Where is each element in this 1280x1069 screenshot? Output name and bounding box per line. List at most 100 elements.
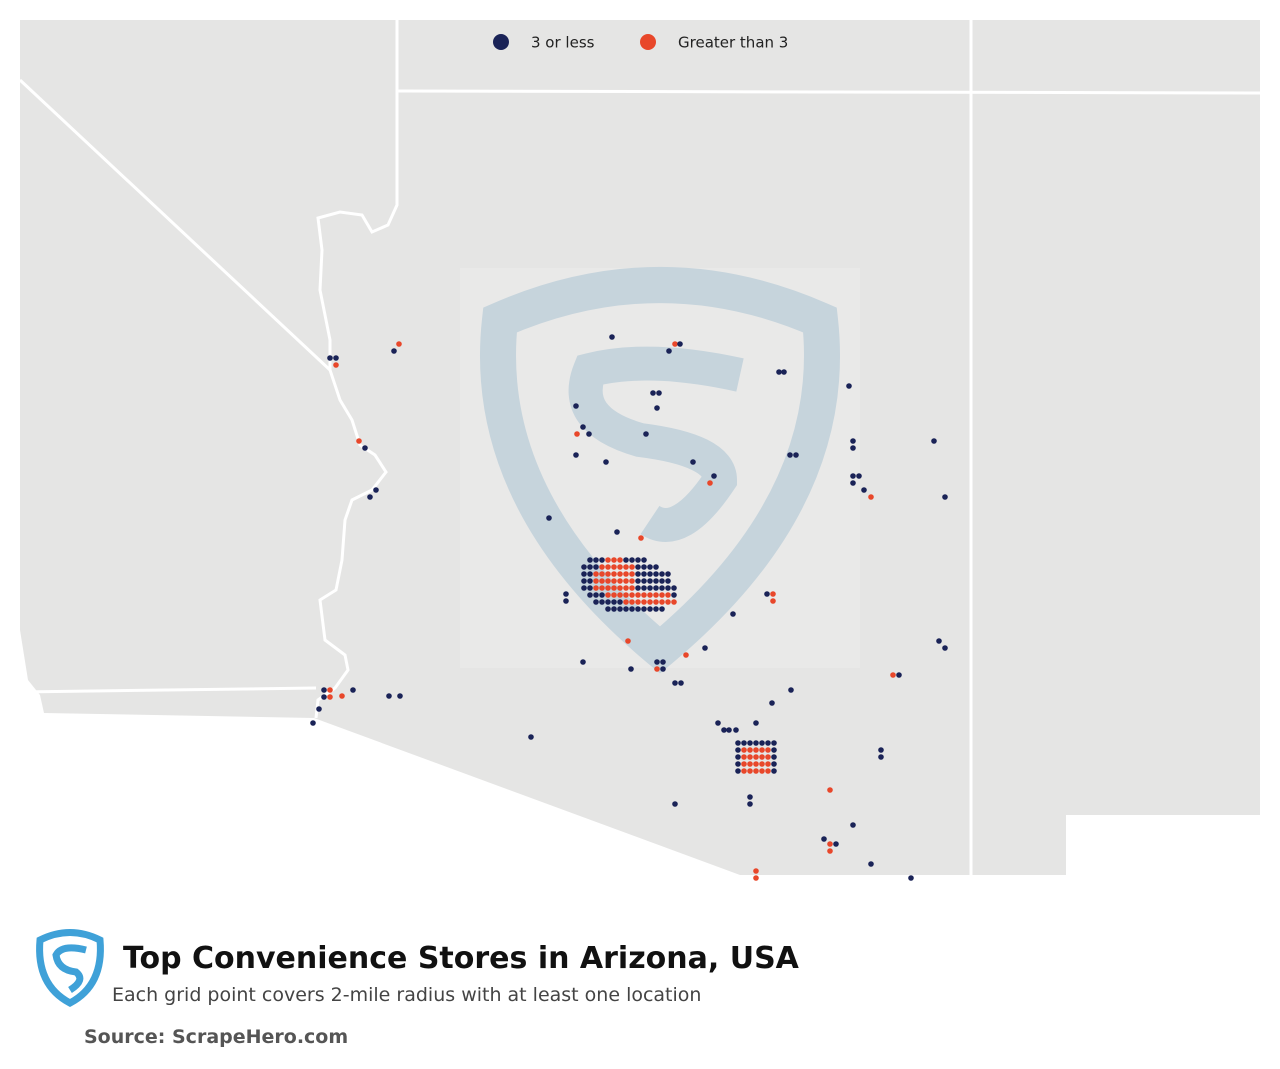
grid-point — [599, 592, 605, 598]
grid-point — [635, 585, 641, 591]
grid-point — [747, 754, 753, 760]
map-area — [20, 20, 1260, 875]
grid-point — [563, 591, 569, 597]
grid-point — [623, 585, 629, 591]
grid-point — [765, 740, 771, 746]
grid-point — [735, 761, 741, 767]
grid-point — [593, 599, 599, 605]
grid-point — [599, 564, 605, 570]
legend: 3 or less Greater than 3 — [493, 34, 788, 52]
grid-point — [665, 585, 671, 591]
grid-point — [581, 585, 587, 591]
grid-point — [593, 571, 599, 577]
grid-point — [367, 494, 373, 500]
grid-point — [647, 606, 653, 612]
grid-point — [635, 592, 641, 598]
grid-point — [741, 754, 747, 760]
grid-point — [599, 599, 605, 605]
grid-point — [821, 836, 827, 842]
grid-point — [617, 557, 623, 563]
grid-point — [827, 787, 833, 793]
grid-point — [373, 487, 379, 493]
grid-point — [850, 473, 856, 479]
grid-point — [641, 571, 647, 577]
grid-point — [356, 438, 362, 444]
grid-point — [593, 564, 599, 570]
grid-point — [707, 480, 713, 486]
grid-point — [327, 694, 333, 700]
grid-point — [672, 341, 678, 347]
grid-point — [546, 515, 552, 521]
grid-point — [580, 424, 586, 430]
grid-point — [611, 606, 617, 612]
grid-point — [653, 592, 659, 598]
grid-point — [611, 578, 617, 584]
grid-point — [868, 861, 874, 867]
grid-point — [587, 557, 593, 563]
grid-point — [647, 599, 653, 605]
grid-point — [759, 768, 765, 774]
grid-point — [587, 585, 593, 591]
grid-point — [759, 761, 765, 767]
grid-point — [327, 355, 333, 361]
grid-point — [753, 720, 759, 726]
grid-point — [753, 768, 759, 774]
grid-point — [659, 599, 665, 605]
grid-point — [678, 680, 684, 686]
grid-point — [654, 666, 660, 672]
grid-point — [563, 598, 569, 604]
grid-point — [765, 747, 771, 753]
grid-point — [659, 606, 665, 612]
grid-point — [850, 480, 856, 486]
grid-point — [660, 659, 666, 665]
grid-point — [605, 592, 611, 598]
grid-point — [316, 706, 322, 712]
grid-point — [635, 578, 641, 584]
grid-point — [771, 754, 777, 760]
grid-point — [614, 529, 620, 535]
grid-point — [629, 585, 635, 591]
grid-point — [765, 761, 771, 767]
grid-point — [765, 768, 771, 774]
grid-point — [350, 687, 356, 693]
grid-point — [665, 599, 671, 605]
grid-point — [611, 571, 617, 577]
grid-point — [635, 606, 641, 612]
grid-point — [653, 606, 659, 612]
grid-point — [611, 599, 617, 605]
grid-point — [611, 585, 617, 591]
grid-point — [850, 438, 856, 444]
grid-point — [753, 761, 759, 767]
grid-point — [623, 564, 629, 570]
grid-point — [653, 599, 659, 605]
grid-point — [599, 585, 605, 591]
grid-point — [635, 557, 641, 563]
grid-point — [759, 754, 765, 760]
grid-point — [628, 666, 634, 672]
grid-point — [735, 747, 741, 753]
grid-point — [397, 693, 403, 699]
grid-point — [638, 535, 644, 541]
grid-point — [672, 680, 678, 686]
grid-point — [741, 761, 747, 767]
grid-point — [671, 585, 677, 591]
grid-point — [599, 571, 605, 577]
grid-point — [715, 720, 721, 726]
grid-points — [310, 334, 948, 881]
grid-point — [629, 592, 635, 598]
grid-point — [781, 369, 787, 375]
grid-point — [747, 740, 753, 746]
state-borders — [18, 20, 1261, 875]
grid-point — [586, 431, 592, 437]
legend-label: 3 or less — [531, 34, 595, 52]
grid-point — [665, 578, 671, 584]
grid-point — [827, 848, 833, 854]
grid-point — [833, 841, 839, 847]
grid-point — [753, 875, 759, 881]
grid-point — [759, 747, 765, 753]
grid-point — [391, 348, 397, 354]
grid-point — [581, 571, 587, 577]
grid-point — [665, 592, 671, 598]
grid-point — [641, 578, 647, 584]
grid-point — [599, 557, 605, 563]
